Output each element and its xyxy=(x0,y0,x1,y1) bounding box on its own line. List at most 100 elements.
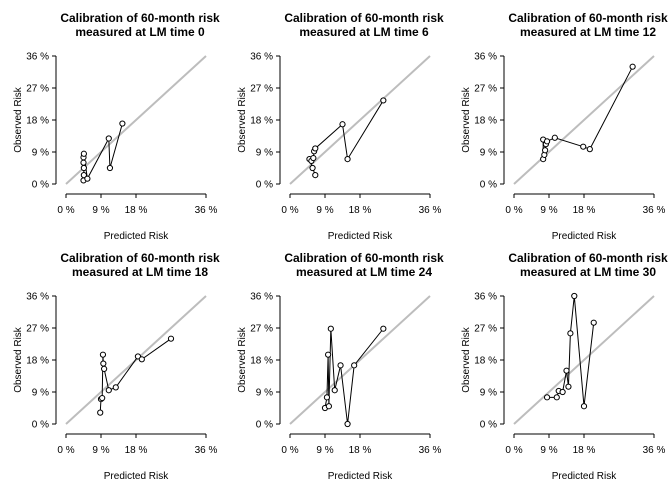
y-axis-label: Observed Risk xyxy=(13,86,24,153)
y-tick-label: 36 % xyxy=(250,292,273,303)
y-tick-label: 27 % xyxy=(474,84,497,95)
x-tick-label: 18 % xyxy=(125,445,148,456)
x-axis-label: Predicted Risk xyxy=(104,231,169,242)
x-tick-label: 18 % xyxy=(349,445,372,456)
x-tick-label: 18 % xyxy=(349,205,372,216)
calibration-point xyxy=(312,172,319,179)
calibration-point xyxy=(543,138,551,145)
calibration-point xyxy=(106,164,114,172)
calibration-point xyxy=(580,143,587,150)
y-tick-label: 0 % xyxy=(480,180,497,191)
x-tick-label: 36 % xyxy=(643,205,666,216)
x-tick-label: 36 % xyxy=(195,205,218,216)
y-tick-label: 0 % xyxy=(32,180,49,191)
calibration-point xyxy=(323,394,331,401)
calibration-point xyxy=(344,156,351,163)
y-tick-label: 9 % xyxy=(480,148,497,159)
calibration-line xyxy=(324,328,384,425)
chart-title-line-2: measured at LM time 6 xyxy=(299,25,429,39)
x-axis-label: Predicted Risk xyxy=(104,471,169,480)
chart-title-line-1: Calibration of 60-month risk xyxy=(284,251,444,265)
calibration-point xyxy=(80,164,87,172)
y-tick-label: 9 % xyxy=(256,148,273,159)
calibration-point xyxy=(571,292,578,300)
x-tick-label: 18 % xyxy=(573,445,596,456)
x-tick-label: 18 % xyxy=(125,205,148,216)
y-tick-label: 0 % xyxy=(480,420,497,431)
y-tick-label: 18 % xyxy=(250,116,273,127)
y-tick-label: 36 % xyxy=(250,52,273,63)
y-tick-label: 0 % xyxy=(32,420,49,431)
calibration-point xyxy=(80,150,87,157)
y-tick-label: 27 % xyxy=(26,84,49,95)
calibration-point xyxy=(586,146,593,153)
calibration-point xyxy=(310,154,317,162)
calibration-point xyxy=(138,356,145,363)
calibration-line xyxy=(547,295,595,407)
chart-title-line-2: measured at LM time 12 xyxy=(520,25,656,39)
y-tick-label: 36 % xyxy=(474,292,497,303)
chart-title-line-1: Calibration of 60-month risk xyxy=(60,251,220,265)
calibration-point xyxy=(331,387,338,394)
y-tick-label: 18 % xyxy=(474,356,497,367)
y-axis-label: Observed Risk xyxy=(237,86,248,153)
chart-title-line-1: Calibration of 60-month risk xyxy=(508,251,668,265)
calibration-point xyxy=(551,134,558,141)
y-tick-label: 9 % xyxy=(480,388,497,399)
y-tick-label: 18 % xyxy=(474,116,497,127)
calibration-point xyxy=(99,351,107,358)
calibration-point xyxy=(325,351,332,358)
x-axis-label: Predicted Risk xyxy=(328,471,393,480)
calibration-point xyxy=(565,383,572,390)
x-tick-label: 9 % xyxy=(92,445,109,456)
calibration-point xyxy=(101,365,108,372)
y-axis-label: Observed Risk xyxy=(461,326,472,393)
calibration-line xyxy=(83,123,123,181)
x-tick-label: 36 % xyxy=(419,445,442,456)
calibration-line xyxy=(99,338,172,413)
calibration-point xyxy=(380,325,387,332)
x-axis-label: Predicted Risk xyxy=(552,231,617,242)
reference-diagonal-line xyxy=(65,55,207,185)
y-tick-label: 9 % xyxy=(32,388,49,399)
calibration-point xyxy=(543,394,551,401)
x-tick-label: 0 % xyxy=(57,445,74,456)
calibration-point xyxy=(119,120,126,127)
calibration-point xyxy=(99,394,106,402)
y-tick-label: 27 % xyxy=(250,84,273,95)
y-tick-label: 18 % xyxy=(250,356,273,367)
y-tick-label: 18 % xyxy=(26,356,49,367)
x-axis-label: Predicted Risk xyxy=(552,471,617,480)
x-tick-label: 0 % xyxy=(57,205,74,216)
x-tick-label: 36 % xyxy=(195,445,218,456)
calibration-point xyxy=(563,367,570,374)
chart-title-line-1: Calibration of 60-month risk xyxy=(284,11,444,25)
reference-diagonal-line xyxy=(513,55,655,185)
calibration-point xyxy=(380,97,387,104)
calibration-point xyxy=(327,325,334,332)
calibration-point xyxy=(351,362,358,369)
chart-title-line-1: Calibration of 60-month risk xyxy=(60,11,220,25)
calibration-point xyxy=(112,384,119,391)
y-tick-label: 36 % xyxy=(26,52,49,63)
y-tick-label: 27 % xyxy=(26,324,49,335)
calibration-point xyxy=(105,387,112,394)
calibration-point xyxy=(105,135,112,142)
y-tick-label: 18 % xyxy=(26,116,49,127)
calibration-point xyxy=(567,330,574,337)
y-tick-label: 9 % xyxy=(32,148,49,159)
x-axis-label: Predicted Risk xyxy=(328,231,393,242)
chart-title-line-2: measured at LM time 24 xyxy=(296,265,432,279)
y-axis-label: Observed Risk xyxy=(461,86,472,153)
x-tick-label: 0 % xyxy=(505,445,522,456)
calibration-point xyxy=(167,335,175,342)
reference-diagonal-line xyxy=(289,295,431,425)
calibration-point xyxy=(80,172,87,179)
chart-title-line-2: measured at LM time 0 xyxy=(75,25,205,39)
calibration-point xyxy=(629,63,636,70)
